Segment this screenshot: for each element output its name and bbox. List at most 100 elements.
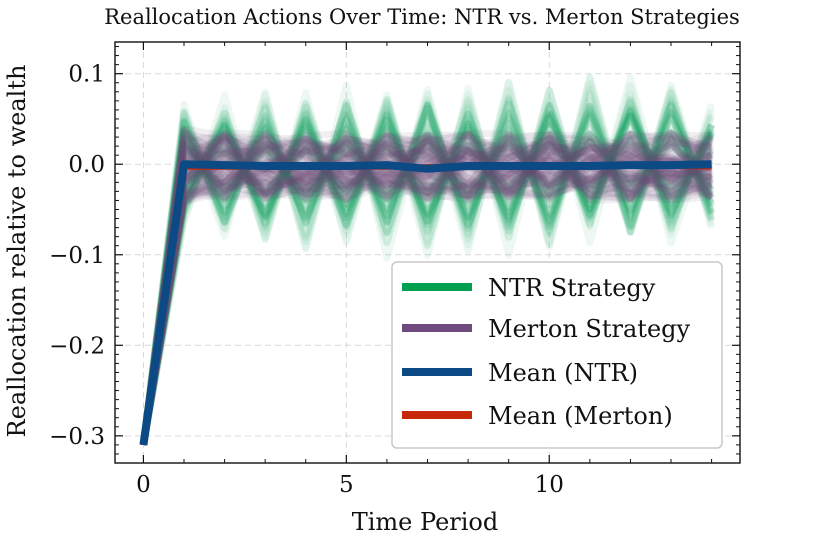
path-1-72: [139, 130, 714, 446]
path-0-11: [139, 80, 715, 446]
path-1-33: [139, 136, 714, 446]
mean-layer: [139, 160, 712, 446]
path-0-46: [139, 136, 715, 446]
path-0-45: [139, 95, 715, 446]
path-1-0: [139, 135, 714, 446]
path-1-6: [139, 139, 712, 446]
path-0-33: [139, 95, 715, 446]
path-0-58: [139, 112, 715, 446]
x-tick-label-1: 5: [339, 472, 354, 498]
path-1-86: [139, 137, 712, 446]
path-0-57: [139, 105, 715, 446]
path-1-5: [139, 132, 713, 446]
x-tick-label-2: 10: [535, 472, 564, 498]
path-0-49: [139, 100, 715, 446]
path-0-3: [139, 105, 715, 446]
path-0-34: [139, 97, 715, 446]
mean-line-2: [139, 160, 712, 446]
path-1-54: [139, 134, 713, 446]
path-1-59: [139, 143, 713, 446]
path-0-10: [139, 102, 715, 446]
path-0-32: [139, 87, 715, 446]
path-0-30: [139, 85, 715, 446]
path-0-29: [139, 133, 715, 446]
path-0-5: [139, 103, 715, 446]
path-1-49: [139, 134, 715, 446]
path-0-26: [139, 99, 715, 446]
path-0-7: [139, 127, 715, 446]
path-1-36: [139, 135, 713, 446]
path-0-19: [139, 74, 715, 446]
path-1-37: [139, 132, 715, 446]
path-0-20: [139, 129, 715, 446]
path-0-37: [139, 96, 715, 446]
path-0-35: [139, 112, 715, 446]
path-1-85: [139, 130, 713, 446]
path-0-0: [139, 82, 715, 446]
path-1-17: [139, 138, 714, 446]
path-0-42: [139, 113, 715, 446]
path-1-50: [139, 135, 714, 446]
path-1-83: [139, 131, 713, 446]
path-0-23: [139, 79, 715, 446]
path-0-31: [139, 111, 715, 446]
legend-label-ntr: NTR Strategy: [488, 274, 656, 302]
path-1-76: [139, 132, 714, 446]
path-0-40: [139, 74, 715, 446]
path-1-9: [139, 146, 713, 446]
path-1-12: [139, 126, 713, 446]
chart-title: Reallocation Actions Over Time: NTR vs. …: [104, 5, 740, 29]
path-1-4: [139, 130, 712, 446]
y-tick-label-3: −0.2: [49, 333, 105, 359]
path-1-14: [139, 129, 714, 446]
x-tick-label-0: 0: [136, 472, 151, 498]
path-1-21: [139, 132, 714, 446]
path-1-27: [139, 130, 713, 446]
path-1-20: [139, 129, 713, 446]
path-0-17: [139, 109, 715, 446]
path-1-25: [139, 134, 714, 446]
path-0-27: [139, 138, 715, 446]
path-1-3: [139, 138, 713, 446]
path-1-24: [139, 127, 714, 446]
path-0-18: [139, 108, 715, 446]
path-1-61: [139, 131, 713, 446]
path-1-44: [139, 131, 714, 446]
path-1-26: [139, 133, 713, 446]
path-1-46: [139, 130, 714, 446]
path-1-32: [139, 133, 714, 446]
path-1-79: [139, 125, 714, 446]
path-0-9: [139, 129, 715, 446]
path-1-71: [139, 130, 714, 446]
path-0-24: [139, 100, 715, 446]
path-1-57: [139, 132, 715, 446]
path-1-69: [139, 133, 713, 446]
path-1-19: [139, 135, 714, 446]
path-0-38: [139, 97, 715, 446]
path-1-67: [139, 142, 714, 446]
paths-0: [139, 73, 715, 446]
path-0-6: [139, 108, 715, 446]
y-tick-label-2: −0.1: [49, 243, 105, 269]
path-1-13: [139, 134, 714, 446]
path-0-52: [139, 105, 715, 446]
legend: NTR Strategy Merton Strategy Mean (NTR) …: [391, 261, 723, 449]
plot-area: 0 5 10 0.1 0.0 −0.1 −0.2 −0.3: [49, 41, 741, 498]
path-1-62: [139, 148, 714, 446]
path-0-28: [139, 112, 715, 446]
y-axis-label: Reallocation relative to wealth: [3, 65, 31, 438]
path-0-12: [139, 85, 715, 446]
path-1-39: [139, 136, 713, 446]
path-0-43: [139, 127, 715, 446]
legend-label-merton: Merton Strategy: [488, 315, 691, 343]
path-1-58: [139, 129, 714, 446]
path-0-16: [139, 115, 715, 446]
path-1-43: [139, 134, 713, 446]
path-1-41: [139, 130, 713, 446]
path-1-89: [139, 137, 714, 446]
path-1-84: [139, 134, 714, 446]
x-axis-label: Time Period: [352, 508, 499, 536]
legend-box: [391, 261, 723, 449]
path-1-31: [139, 130, 714, 446]
path-0-22: [139, 101, 715, 446]
